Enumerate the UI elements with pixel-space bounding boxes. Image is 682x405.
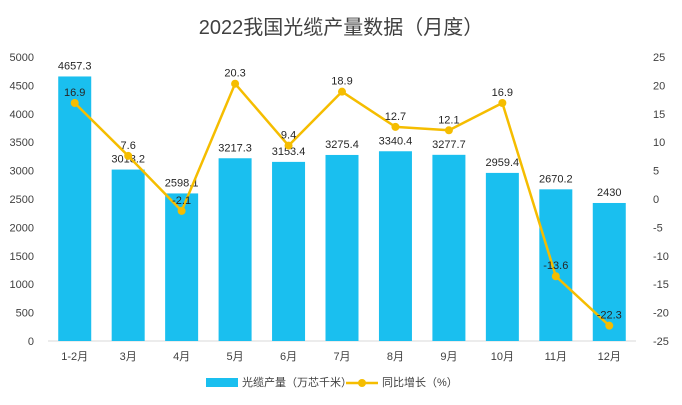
left-axis-tick-label: 0 bbox=[28, 336, 34, 348]
left-axis-ticks: 0 500 1000 1500 2000 2500 3000 3500 4000 4500 5000 bbox=[10, 52, 34, 348]
x-axis-ticks: 1-2月 3月 4月 5月 6月 7月 8月 9月 10月 11月 12月 bbox=[61, 351, 621, 363]
bar bbox=[272, 161, 306, 341]
bar bbox=[325, 154, 359, 341]
right-axis-tick-label: -15 bbox=[653, 279, 669, 291]
bar bbox=[165, 193, 199, 341]
bar bbox=[539, 189, 573, 341]
left-axis-tick-label: 500 bbox=[16, 308, 34, 320]
right-axis-tick-label: 20 bbox=[653, 80, 665, 92]
bar bbox=[592, 202, 626, 341]
x-axis-tick-label: 10月 bbox=[491, 351, 514, 363]
legend-line-marker bbox=[358, 379, 366, 387]
right-axis-tick-label: 15 bbox=[653, 109, 665, 121]
line-point bbox=[391, 122, 400, 131]
line-value-label: 18.9 bbox=[331, 76, 352, 88]
left-axis-tick-label: 1500 bbox=[10, 251, 34, 263]
line-point bbox=[605, 321, 614, 330]
line-point bbox=[177, 206, 186, 215]
x-axis-tick-label: 6月 bbox=[280, 351, 297, 363]
right-axis-tick-label: -10 bbox=[653, 251, 669, 263]
bar-value-label: 3277.7 bbox=[432, 139, 466, 151]
left-axis-tick-label: 5000 bbox=[10, 52, 34, 64]
line-value-label: 12.1 bbox=[438, 114, 459, 126]
right-axis-tick-label: 10 bbox=[653, 137, 665, 149]
left-axis-tick-label: 2000 bbox=[10, 222, 34, 234]
line-value-label: 20.3 bbox=[224, 68, 245, 80]
left-axis-tick-label: 3000 bbox=[10, 166, 34, 178]
line-data-labels: 16.9 7.6 -2.1 20.3 9.4 18.9 12.7 12.1 16.9 -13.6 -… bbox=[64, 68, 622, 322]
line-point bbox=[338, 87, 346, 96]
left-axis-tick-label: 4000 bbox=[10, 109, 34, 121]
right-axis-tick-label: 25 bbox=[653, 52, 665, 64]
line-point bbox=[231, 79, 240, 88]
line-point bbox=[444, 126, 453, 135]
left-axis-tick-label: 2500 bbox=[10, 194, 34, 206]
legend-bar-swatch bbox=[206, 378, 238, 387]
x-axis-tick-label: 1-2月 bbox=[61, 351, 88, 363]
line-point bbox=[70, 99, 79, 108]
line-series bbox=[70, 79, 614, 330]
x-axis-tick-label: 5月 bbox=[227, 351, 244, 363]
legend: 光缆产量（万芯千米） 同比增长（%） bbox=[206, 375, 458, 389]
legend-bar-label: 光缆产量（万芯千米） bbox=[242, 375, 352, 389]
bar-series bbox=[58, 76, 626, 341]
bar bbox=[218, 158, 252, 341]
x-axis-tick-label: 3月 bbox=[120, 351, 137, 363]
bar-value-label: 2959.4 bbox=[486, 157, 520, 169]
line-value-label: 9.4 bbox=[281, 130, 296, 142]
x-axis-tick-label: 11月 bbox=[545, 351, 567, 363]
bar-value-label: 3217.3 bbox=[218, 142, 252, 154]
line-value-label: -2.1 bbox=[172, 195, 191, 207]
bar-value-label: 3340.4 bbox=[379, 135, 413, 147]
x-axis-tick-label: 8月 bbox=[387, 351, 404, 363]
bar bbox=[58, 76, 92, 341]
bar-value-label: 2670.2 bbox=[539, 173, 573, 185]
line-value-label: 12.7 bbox=[385, 111, 406, 123]
x-axis-tick-label: 4月 bbox=[173, 351, 190, 363]
x-axis-tick-label: 12月 bbox=[598, 351, 621, 363]
line-value-label: 16.9 bbox=[64, 87, 85, 99]
bar-value-label: 3153.4 bbox=[272, 146, 306, 158]
bar bbox=[432, 154, 466, 341]
right-axis-tick-label: -20 bbox=[653, 308, 669, 320]
left-axis-tick-label: 1000 bbox=[10, 279, 34, 291]
x-axis-tick-label: 9月 bbox=[440, 351, 457, 363]
line-point bbox=[284, 141, 293, 150]
line-value-label: -22.3 bbox=[597, 310, 622, 322]
line-value-label: 16.9 bbox=[492, 87, 513, 99]
chart-title: 2022我国光缆产量数据（月度） bbox=[199, 16, 484, 39]
right-axis-tick-label: 0 bbox=[653, 194, 659, 206]
right-axis-tick-label: -5 bbox=[653, 222, 663, 234]
legend-line-label: 同比增长（%） bbox=[382, 375, 458, 389]
bar bbox=[111, 169, 145, 341]
right-axis-ticks: -25 -20 -15 -10 -5 0 5 10 15 20 25 bbox=[653, 52, 669, 348]
bar bbox=[485, 172, 519, 341]
line-point bbox=[551, 272, 560, 281]
right-axis-tick-label: -25 bbox=[653, 336, 669, 348]
bar-value-label: 3275.4 bbox=[325, 139, 359, 151]
left-axis-tick-label: 4500 bbox=[10, 80, 34, 92]
left-axis-tick-label: 3500 bbox=[10, 137, 34, 149]
bar-value-label: 2430 bbox=[597, 187, 621, 199]
bar bbox=[378, 151, 412, 341]
line-point bbox=[124, 151, 133, 160]
bar-value-label: 4657.3 bbox=[58, 60, 92, 72]
line-value-label: -13.6 bbox=[543, 260, 568, 272]
x-axis-tick-label: 7月 bbox=[333, 351, 350, 363]
line-value-label: 7.6 bbox=[121, 140, 136, 152]
line-point bbox=[498, 99, 507, 108]
bar-value-label: 2598.1 bbox=[165, 177, 199, 189]
right-axis-tick-label: 5 bbox=[653, 166, 659, 178]
